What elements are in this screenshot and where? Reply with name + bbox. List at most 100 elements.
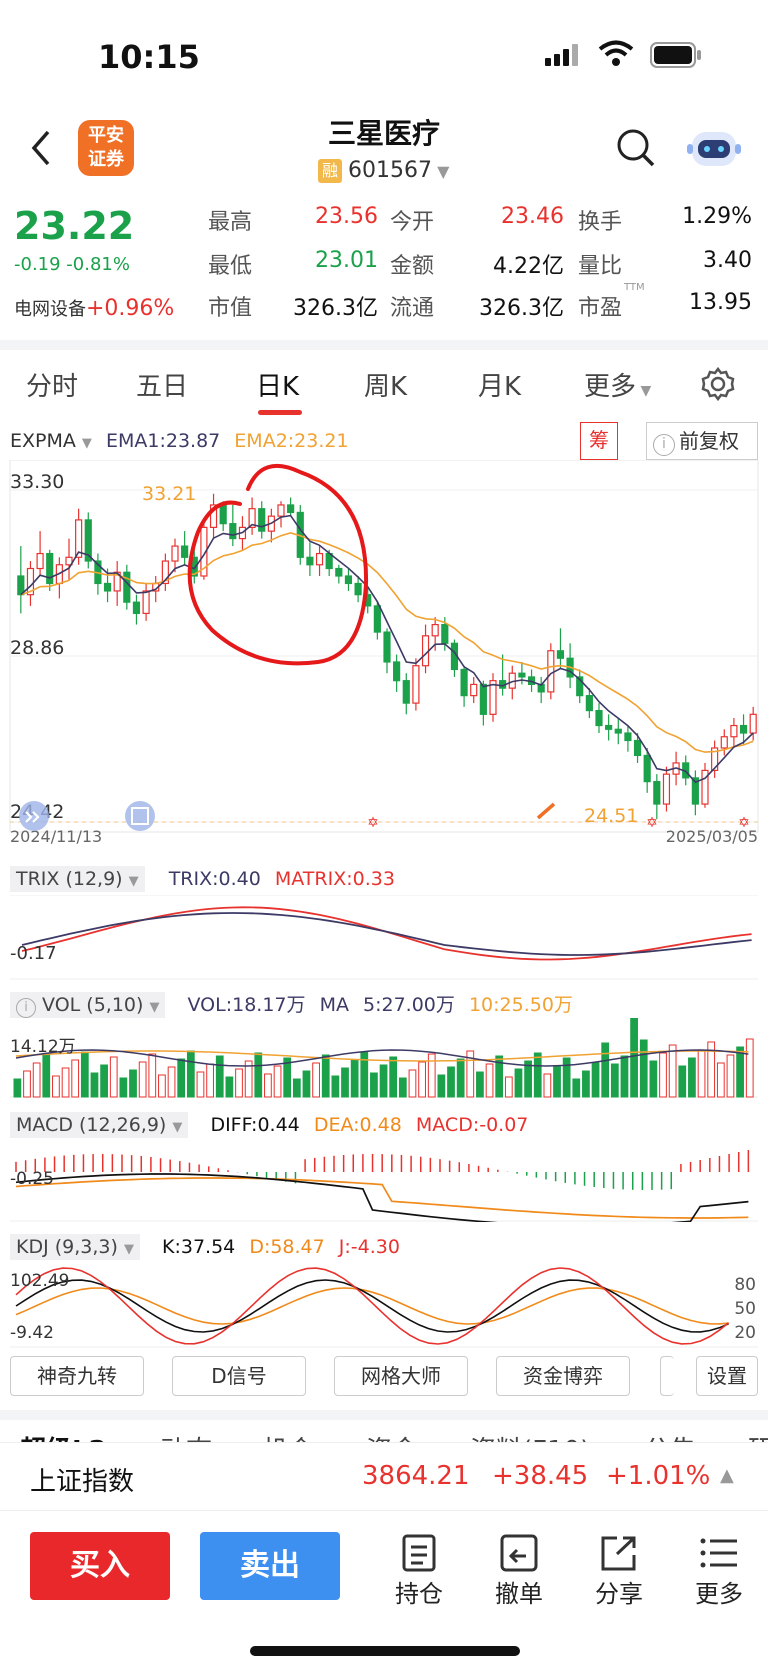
- high-price-label: 33.21: [142, 483, 196, 505]
- robot-assistant-icon[interactable]: [686, 120, 742, 180]
- holdings-button[interactable]: 持仓: [384, 1532, 454, 1609]
- stock-code: 601567: [348, 158, 432, 183]
- kdj-ref-80: 80: [734, 1275, 756, 1295]
- info-tab-chance[interactable]: 机会: [262, 1430, 314, 1442]
- stock-code-selector[interactable]: 融 601567 ▼: [318, 158, 449, 183]
- candle-body: [585, 695, 593, 712]
- adjust-mode-button[interactable]: i 前复权: [646, 422, 758, 460]
- event-marker: ✡: [646, 815, 658, 831]
- info-tab-notice[interactable]: 公告: [644, 1430, 696, 1442]
- nine-turn-button[interactable]: 神奇九转: [10, 1356, 144, 1396]
- tab-fenshi[interactable]: 分时: [26, 372, 79, 402]
- tab-rik[interactable]: 日K: [256, 372, 300, 402]
- main-indicator-header: EXPMA ▼ EMA1:23.87 EMA2:23.21: [10, 430, 349, 452]
- candle-body: [633, 739, 642, 757]
- info-tab-research[interactable]: 研: [748, 1430, 768, 1442]
- fund-game-button[interactable]: 资金博弈: [496, 1356, 630, 1396]
- volume-bar: [398, 1077, 407, 1098]
- back-icon[interactable]: [28, 128, 54, 172]
- tab-yuek[interactable]: 月K: [478, 372, 522, 402]
- macd-selector[interactable]: MACD (12,26,9) ▼: [10, 1112, 189, 1138]
- info-tab-fund[interactable]: 资金: [366, 1430, 418, 1442]
- volume-bar: [244, 1060, 253, 1098]
- vol-header: i VOL (5,10) ▼ VOL:18.17万 MA 5:27.00万 10…: [10, 990, 573, 1018]
- candle-body: [431, 623, 439, 637]
- tab-more[interactable]: 更多 ▼: [584, 372, 652, 402]
- info-icon: i: [16, 998, 36, 1018]
- candle-body: [556, 650, 565, 659]
- info-tab-news[interactable]: 动态: [160, 1430, 212, 1442]
- volume-bar: [726, 1054, 735, 1098]
- volume-bar: [582, 1070, 590, 1098]
- quote-value: 23.56: [315, 204, 378, 229]
- volume-bar: [553, 1065, 561, 1098]
- settings-gear-icon[interactable]: [700, 366, 736, 406]
- main-indicator-selector[interactable]: EXPMA ▼: [10, 430, 92, 452]
- period-tabs: 分时 五日 日K 周K 月K 更多 ▼: [0, 340, 768, 415]
- trix-line: [21, 912, 752, 956]
- cancel-order-button[interactable]: 撤单: [484, 1532, 554, 1609]
- tab-wuri[interactable]: 五日: [136, 372, 189, 402]
- d-signal-button[interactable]: D信号: [172, 1356, 306, 1396]
- sell-button[interactable]: 卖出: [200, 1532, 340, 1600]
- volume-bar: [572, 1078, 581, 1098]
- trix-value: TRIX:0.40: [168, 868, 261, 890]
- quote-value: 13.95: [689, 290, 752, 315]
- volume-bar: [649, 1060, 658, 1098]
- share-button[interactable]: 分享: [584, 1532, 654, 1609]
- candle-body: [691, 777, 699, 805]
- sector-info[interactable]: 电网设备+0.96%: [14, 296, 175, 321]
- volume-chart: 14.12万: [10, 1018, 758, 1098]
- broker-logo: 平安 证券: [78, 120, 134, 176]
- dea-value: DEA:0.48: [313, 1114, 402, 1136]
- stock-title: 三星医疗: [327, 117, 440, 150]
- quote-value: 1.29%: [682, 204, 752, 229]
- volume-bar: [80, 1051, 89, 1098]
- info-tab-f10[interactable]: 资料(F10): [470, 1430, 590, 1442]
- volume-bar: [302, 1070, 311, 1098]
- quote-label: 换手: [578, 210, 623, 235]
- quote-value: 4.22亿: [493, 254, 564, 279]
- volume-bar: [341, 1067, 349, 1098]
- wifi-icon: [598, 40, 634, 72]
- active-tab-indicator: [258, 410, 302, 415]
- chip-distribution-button[interactable]: 筹: [580, 422, 618, 460]
- vol-selector[interactable]: i VOL (5,10) ▼: [10, 992, 166, 1018]
- candle-body: [489, 680, 497, 715]
- y-axis-top-label: 33.30: [10, 471, 64, 493]
- dea-line: [15, 1177, 749, 1219]
- volume-bar: [485, 1063, 494, 1098]
- candle-body: [335, 567, 343, 577]
- event-marker: ✡: [738, 815, 750, 831]
- candle-body: [325, 552, 333, 570]
- home-indicator: [250, 1646, 520, 1656]
- volume-bar: [379, 1064, 388, 1098]
- matrix-value: MATRIX:0.33: [274, 868, 395, 890]
- volume-bar: [129, 1069, 137, 1098]
- margin-badge: 融: [318, 159, 342, 183]
- tool-button-partial[interactable]: [660, 1356, 674, 1396]
- volume-bar: [668, 1044, 677, 1098]
- vol-ma10-line: [15, 1050, 749, 1062]
- j-value: J:-4.30: [338, 1236, 400, 1258]
- candle-body: [315, 552, 324, 566]
- tab-zhouk[interactable]: 周K: [364, 372, 408, 402]
- grid-master-button[interactable]: 网格大师: [334, 1356, 468, 1396]
- index-bar[interactable]: 上证指数 3864.21 +38.45 +1.01% ▲: [0, 1442, 768, 1510]
- more-button[interactable]: 更多: [684, 1532, 754, 1609]
- candle-body: [518, 672, 526, 678]
- kdj-selector[interactable]: KDJ (9,3,3) ▼: [10, 1234, 140, 1260]
- info-tab-l2[interactable]: 超级L2: [20, 1430, 107, 1442]
- volume-bar: [533, 1052, 542, 1098]
- search-icon[interactable]: [616, 128, 656, 172]
- candle-body: [344, 575, 353, 585]
- volume-bar: [312, 1062, 320, 1098]
- tool-settings-button[interactable]: 设置: [696, 1356, 758, 1396]
- candlestick-chart[interactable]: 33.3028.8624.4233.2124.512024/11/132025/…: [0, 460, 768, 844]
- volume-bar: [466, 1050, 475, 1098]
- buy-button[interactable]: 买入: [30, 1532, 170, 1600]
- trix-selector[interactable]: TRIX (12,9) ▼: [10, 866, 145, 892]
- candle-body: [171, 545, 179, 562]
- date-end-label: 2025/03/05: [666, 827, 758, 844]
- quote-value: 326.3亿: [479, 296, 564, 321]
